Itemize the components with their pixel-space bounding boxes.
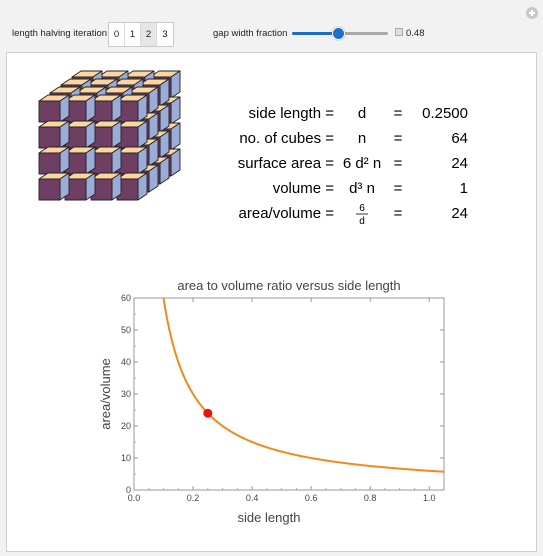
- cube: [38, 120, 70, 149]
- x-tick-label: 0.6: [305, 493, 318, 503]
- cube: [90, 94, 122, 123]
- iteration-option-2[interactable]: 2: [141, 23, 157, 46]
- formula-symbol: 6: [359, 203, 365, 214]
- cube-front-face: [38, 152, 61, 175]
- formula-equals: =: [394, 180, 403, 197]
- iteration-option-1[interactable]: 1: [125, 23, 141, 46]
- formula-symbol-denominator: d: [359, 216, 365, 227]
- slider-expand-icon[interactable]: [395, 28, 403, 36]
- chart-title: area to volume ratio versus side length: [177, 279, 400, 293]
- formula-name: volume =: [273, 180, 335, 197]
- cube: [116, 146, 148, 175]
- series-line: [162, 298, 444, 473]
- area-volume-chart: area to volume ratio versus side length 0…: [98, 279, 445, 525]
- iteration-label: length halving iteration: [12, 28, 108, 39]
- formula-table: side length = d = 0.2500 no. of cubes = n = 64 s…: [238, 105, 468, 227]
- y-tick-label: 10: [121, 453, 131, 463]
- gap-width-value: 0.48: [406, 28, 425, 39]
- y-axis-label: area/volume: [98, 358, 113, 430]
- x-tick-label: 1.0: [423, 493, 436, 503]
- output-panel: side length = d = 0.2500 no. of cubes = n = 64 s…: [6, 52, 537, 552]
- x-tick-label: 0.0: [128, 493, 141, 503]
- cube: [38, 146, 70, 175]
- iteration-option-0[interactable]: 0: [109, 23, 125, 46]
- current-point-marker: [203, 408, 213, 418]
- formula-symbol: n: [358, 130, 366, 147]
- cube: [116, 120, 148, 149]
- cube-array-graphic: [38, 70, 181, 201]
- formula-equals: =: [394, 155, 403, 172]
- formula-name: area/volume =: [239, 205, 335, 222]
- formula-symbol: 6 d² n: [343, 155, 381, 172]
- formula-value: 1: [460, 180, 468, 197]
- cube: [90, 146, 122, 175]
- cube: [116, 94, 148, 123]
- x-tick-label: 0.4: [246, 493, 259, 503]
- iteration-option-3[interactable]: 3: [162, 29, 168, 40]
- cube: [64, 146, 96, 175]
- y-tick-label: 0: [126, 485, 131, 495]
- slider-thumb[interactable]: [332, 27, 346, 40]
- x-tick-label: 0.2: [187, 493, 200, 503]
- cube: [38, 172, 70, 201]
- formula-equals: =: [394, 205, 403, 222]
- plot-frame: [133, 297, 445, 491]
- add-icon[interactable]: [526, 7, 538, 19]
- y-tick-label: 30: [121, 389, 131, 399]
- formula-name: side length =: [249, 105, 335, 122]
- formula-value: 24: [451, 155, 468, 172]
- formula-name: no. of cubes =: [239, 130, 334, 147]
- formula-equals: =: [394, 130, 403, 147]
- formula-equals: =: [394, 105, 403, 122]
- formula-name: surface area =: [238, 155, 335, 172]
- formula-value: 64: [451, 130, 468, 147]
- slider-fill: [292, 32, 339, 35]
- gap-width-label: gap width fraction: [213, 28, 288, 39]
- cube: [116, 172, 148, 201]
- x-axis-label: side length: [238, 510, 301, 525]
- x-tick-label: 0.8: [364, 493, 377, 503]
- formula-symbol: d³ n: [349, 180, 375, 197]
- cube: [90, 120, 122, 149]
- formula-value: 0.2500: [422, 105, 468, 122]
- cube: [38, 94, 70, 123]
- y-tick-label: 50: [121, 325, 131, 335]
- formula-value: 24: [451, 205, 468, 222]
- cube: [64, 172, 96, 201]
- cube-front-face: [38, 126, 61, 149]
- y-tick-label: 20: [121, 421, 131, 431]
- cube: [64, 120, 96, 149]
- cube: [90, 172, 122, 201]
- formula-symbol: d: [358, 105, 366, 122]
- y-tick-label: 40: [121, 357, 131, 367]
- y-tick-label: 60: [121, 293, 131, 303]
- cube: [64, 94, 96, 123]
- cube-front-face: [38, 178, 61, 201]
- cube-front-face: [38, 100, 61, 123]
